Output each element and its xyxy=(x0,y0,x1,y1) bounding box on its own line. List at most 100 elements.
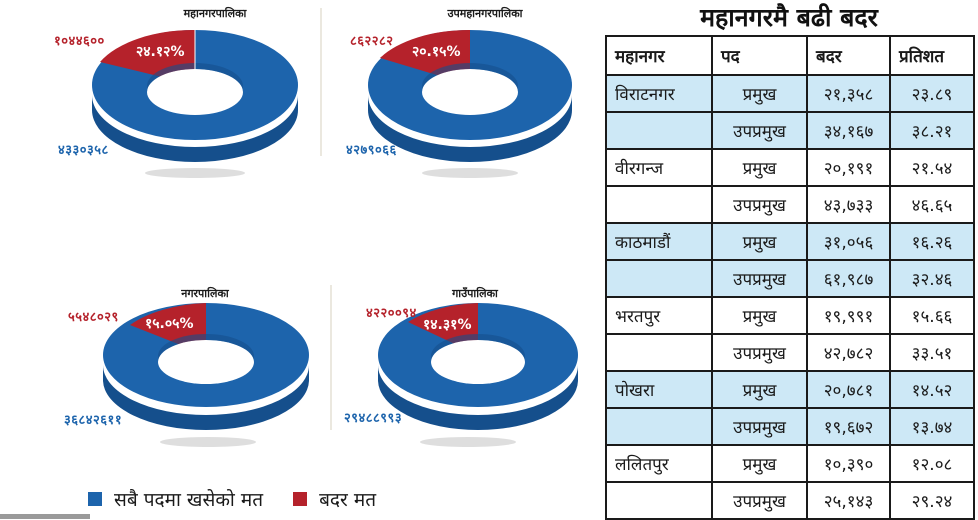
cell-city: ललितपुर xyxy=(605,444,713,483)
table-row: विराटनगर प्रमुख २१,३५८ २३.८९ xyxy=(605,74,975,113)
cell-post: उपप्रमुख xyxy=(711,259,808,298)
cell-invalid: २०,१९१ xyxy=(806,148,891,187)
donut-graphic xyxy=(103,303,309,447)
cell-invalid: १९,९९१ xyxy=(806,296,891,335)
legend-label: बदर मत xyxy=(319,489,377,511)
cell-post: प्रमुख xyxy=(711,370,808,409)
cell-invalid: ३४,१६७ xyxy=(806,111,891,150)
cell-percent: ३३.५१ xyxy=(889,333,975,372)
cell-city: भरतपुर xyxy=(605,296,713,335)
percent-label: २०.१५% xyxy=(412,44,461,60)
cell-percent: ३२.४६ xyxy=(889,259,975,298)
header-invalid: बदर xyxy=(806,35,891,76)
cell-city xyxy=(605,407,713,446)
cell-city xyxy=(605,259,713,298)
cell-percent: २१.५४ xyxy=(889,148,975,187)
chart-legend: सबै पदमा खसेको मत बदर मत xyxy=(88,486,396,512)
invalid-votes-label: ५५४८०२९ xyxy=(68,310,119,325)
table-row: काठमाडौं प्रमुख ३१,०५६ १६.२६ xyxy=(605,222,975,261)
donut-graphic xyxy=(368,29,572,178)
cell-percent: ३८.२१ xyxy=(889,111,975,150)
invalid-votes-label: ८६२२८२ xyxy=(350,34,394,49)
cell-invalid: २१,३५८ xyxy=(806,74,891,113)
table-row: उपप्रमुख ४३,७३३ ४६.६५ xyxy=(605,185,975,224)
cell-post: उपप्रमुख xyxy=(711,333,808,372)
donut-chart-rural-municipality: गाउँपालिका ४२२००९४ १४.३१% २९४८८९९३ xyxy=(320,280,610,465)
chart-title: उपमहानगरपालिका xyxy=(447,7,523,20)
table-header-row: महानगर पद बदर प्रतिशत xyxy=(605,35,975,76)
cell-invalid: २५,१४३ xyxy=(806,481,891,520)
cell-percent: १५.६६ xyxy=(889,296,975,335)
cell-invalid: २०,७८१ xyxy=(806,370,891,409)
header-post: पद xyxy=(711,35,808,76)
divider xyxy=(320,8,322,156)
header-percent: प्रतिशत xyxy=(889,35,975,76)
chart-title: महानगरपालिका xyxy=(183,7,247,20)
table-row: उपप्रमुख २५,१४३ २९.२४ xyxy=(605,481,975,520)
invalid-votes-table: महानगर पद बदर प्रतिशत विराटनगर प्रमुख २१… xyxy=(605,35,975,520)
table-row: उपप्रमुख ३४,१६७ ३८.२१ xyxy=(605,111,975,150)
cell-city: काठमाडौं xyxy=(605,222,713,261)
table-title: महानगरमै बढी बदर xyxy=(700,3,878,32)
donut-chart-metropolitan: महानगरपालिका १०४४६०० २४.१२% ४३३०३५८ xyxy=(40,0,330,185)
cell-post: उपप्रमुख xyxy=(711,481,808,520)
invalid-votes-label: ४२२००९४ xyxy=(366,306,417,321)
table-row: उपप्रमुख ६१,९८७ ३२.४६ xyxy=(605,259,975,298)
header-city: महानगर xyxy=(605,35,713,76)
total-votes-label: २९४८८९९३ xyxy=(344,411,403,426)
cell-city xyxy=(605,111,713,150)
legend-item-total-votes: सबै पदमा खसेको मत xyxy=(88,486,263,512)
total-votes-label: ३६८४२६११ xyxy=(64,413,123,428)
cell-invalid: ४३,७३३ xyxy=(806,185,891,224)
table-row: भरतपुर प्रमुख १९,९९१ १५.६६ xyxy=(605,296,975,335)
cell-percent: १३.७४ xyxy=(889,407,975,446)
chart-title: गाउँपालिका xyxy=(452,287,498,300)
invalid-votes-label: १०४४६०० xyxy=(54,34,105,49)
cell-invalid: ४२,७८२ xyxy=(806,333,891,372)
cell-post: प्रमुख xyxy=(711,444,808,483)
cell-percent: २९.२४ xyxy=(889,481,975,520)
chart-title: नगरपालिका xyxy=(181,287,229,300)
table-row: ललितपुर प्रमुख १०,३९० १२.०८ xyxy=(605,444,975,483)
cell-post: प्रमुख xyxy=(711,296,808,335)
cell-city: विराटनगर xyxy=(605,74,713,113)
total-votes-label: ४२७९०६६ xyxy=(346,143,397,158)
percent-label: १५.०५% xyxy=(145,316,194,332)
cell-percent: ४६.६५ xyxy=(889,185,975,224)
legend-label: सबै पदमा खसेको मत xyxy=(114,489,264,511)
donut-graphic xyxy=(92,29,298,178)
cell-post: प्रमुख xyxy=(711,222,808,261)
total-votes-label: ४३३०३५८ xyxy=(58,143,109,158)
cell-invalid: ६१,९८७ xyxy=(806,259,891,298)
donut-graphic xyxy=(378,303,578,447)
cell-percent: १६.२६ xyxy=(889,222,975,261)
divider xyxy=(330,285,332,430)
cell-post: प्रमुख xyxy=(711,74,808,113)
cell-post: उपप्रमुख xyxy=(711,185,808,224)
donut-chart-sub-metropolitan: उपमहानगरपालिका ८६२२८२ २०.१५% ४२७९०६६ xyxy=(320,0,610,185)
table-row: वीरगन्ज प्रमुख २०,१९१ २१.५४ xyxy=(605,148,975,187)
cell-percent: २३.८९ xyxy=(889,74,975,113)
corner-bar xyxy=(0,514,90,519)
legend-swatch-blue xyxy=(88,492,102,506)
cell-city xyxy=(605,481,713,520)
percent-label: १४.३१% xyxy=(423,317,472,333)
cell-invalid: १९,६७२ xyxy=(806,407,891,446)
cell-city: वीरगन्ज xyxy=(605,148,713,187)
cell-city: पोखरा xyxy=(605,370,713,409)
legend-swatch-red xyxy=(293,492,308,506)
cell-percent: १२.०८ xyxy=(889,444,975,483)
legend-item-invalid-votes: बदर मत xyxy=(293,486,376,512)
cell-post: उपप्रमुख xyxy=(711,407,808,446)
cell-city xyxy=(605,185,713,224)
table-row: उपप्रमुख १९,६७२ १३.७४ xyxy=(605,407,975,446)
percent-label: २४.१२% xyxy=(136,44,185,60)
cell-post: प्रमुख xyxy=(711,148,808,187)
cell-invalid: १०,३९० xyxy=(806,444,891,483)
cell-post: उपप्रमुख xyxy=(711,111,808,150)
table-row: पोखरा प्रमुख २०,७८१ १४.५२ xyxy=(605,370,975,409)
cell-city xyxy=(605,333,713,372)
table-row: उपप्रमुख ४२,७८२ ३३.५१ xyxy=(605,333,975,372)
cell-invalid: ३१,०५६ xyxy=(806,222,891,261)
cell-percent: १४.५२ xyxy=(889,370,975,409)
